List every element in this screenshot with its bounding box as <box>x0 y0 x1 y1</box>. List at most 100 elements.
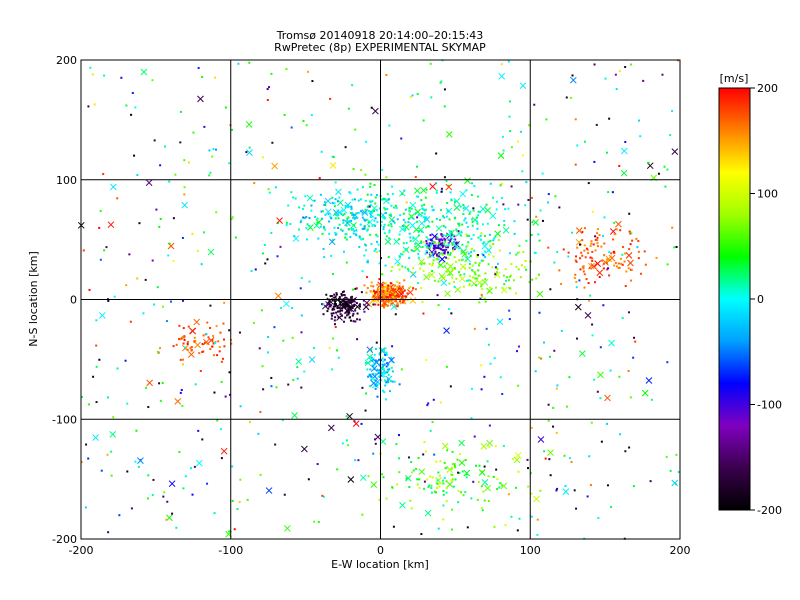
dot-point <box>443 461 446 464</box>
dot-point <box>370 348 373 351</box>
dot-point <box>215 325 218 328</box>
dot-point <box>473 435 476 438</box>
dot-point <box>179 141 182 144</box>
dot-point <box>441 242 444 245</box>
dot-point <box>556 487 559 490</box>
dot-point <box>363 254 366 257</box>
dot-point <box>378 498 381 501</box>
dot-point <box>345 439 348 442</box>
dot-point <box>533 103 536 106</box>
dot-point <box>217 340 220 343</box>
dot-point <box>449 238 452 241</box>
dot-point <box>453 285 456 288</box>
x-marker-point <box>327 424 335 432</box>
dot-point <box>504 524 507 527</box>
dot-point <box>381 363 384 366</box>
dot-point <box>342 221 345 224</box>
dot-point <box>664 185 667 188</box>
dot-point <box>333 308 336 311</box>
dot-point <box>677 471 680 474</box>
dot-point <box>450 479 453 482</box>
x-marker-point <box>461 250 469 258</box>
dot-point <box>392 525 395 528</box>
x-marker-point <box>578 350 586 357</box>
dot-point <box>103 74 106 77</box>
dot-point <box>589 484 592 487</box>
dot-point <box>282 339 285 342</box>
dot-point <box>591 210 594 213</box>
dot-point <box>374 196 377 199</box>
dot-point <box>172 217 175 220</box>
dot-point <box>107 531 110 534</box>
dot-point <box>357 459 360 462</box>
dot-point <box>383 223 386 226</box>
dot-point <box>384 208 387 211</box>
dot-point <box>449 385 452 388</box>
dot-point <box>386 371 389 374</box>
dot-point <box>395 300 398 303</box>
dot-point <box>330 317 333 320</box>
dot-point <box>311 80 314 83</box>
dot-point <box>358 303 361 306</box>
x-marker-point <box>370 365 378 372</box>
dot-point <box>187 161 190 164</box>
x-marker-point <box>604 394 611 402</box>
x-marker-point <box>174 398 182 405</box>
dot-point <box>172 260 175 263</box>
dot-point <box>449 191 452 194</box>
dot-point <box>381 216 384 219</box>
dot-point <box>347 228 350 231</box>
dot-point <box>389 379 392 382</box>
x-marker-point <box>202 338 210 346</box>
dot-point <box>212 342 215 345</box>
dot-point <box>627 311 630 314</box>
dot-point <box>420 214 423 217</box>
dot-point <box>429 238 432 241</box>
dot-point <box>586 248 589 251</box>
dot-point <box>266 258 269 261</box>
dot-point <box>445 262 448 265</box>
dot-point <box>590 265 593 268</box>
dot-point <box>433 247 436 250</box>
dot-point <box>378 207 381 210</box>
dot-point <box>483 297 486 300</box>
colorbar-tick-label: 200 <box>757 82 778 95</box>
dot-point <box>492 255 495 258</box>
dot-point <box>442 244 445 247</box>
dot-point <box>351 295 354 298</box>
dot-point <box>439 81 442 84</box>
dot-point <box>447 242 450 245</box>
dot-point <box>447 246 450 249</box>
dot-point <box>386 193 389 196</box>
dot-point <box>334 213 337 216</box>
dot-point <box>385 352 388 355</box>
dot-point <box>488 445 491 448</box>
dot-point <box>530 426 533 429</box>
dot-point <box>335 232 338 235</box>
dot-point <box>87 457 90 460</box>
dot-point <box>638 119 641 122</box>
x-marker-point <box>500 482 508 490</box>
dot-point <box>427 485 430 488</box>
dot-point <box>425 250 428 253</box>
dot-point <box>187 325 190 328</box>
dot-point <box>508 279 511 282</box>
dot-point <box>137 465 140 468</box>
x-marker-point <box>596 269 604 277</box>
dot-point <box>344 233 347 236</box>
dot-point <box>444 238 447 241</box>
dot-point <box>428 225 431 228</box>
dot-point <box>351 306 354 309</box>
dot-point <box>477 274 480 277</box>
x-marker-point <box>364 359 372 367</box>
dot-point <box>447 257 450 260</box>
dot-point <box>331 299 334 302</box>
dot-point <box>336 214 339 217</box>
dot-point <box>367 225 370 228</box>
dot-point <box>445 248 448 251</box>
x-marker-point <box>189 327 197 335</box>
dot-point <box>637 250 640 253</box>
dot-point <box>489 244 492 247</box>
